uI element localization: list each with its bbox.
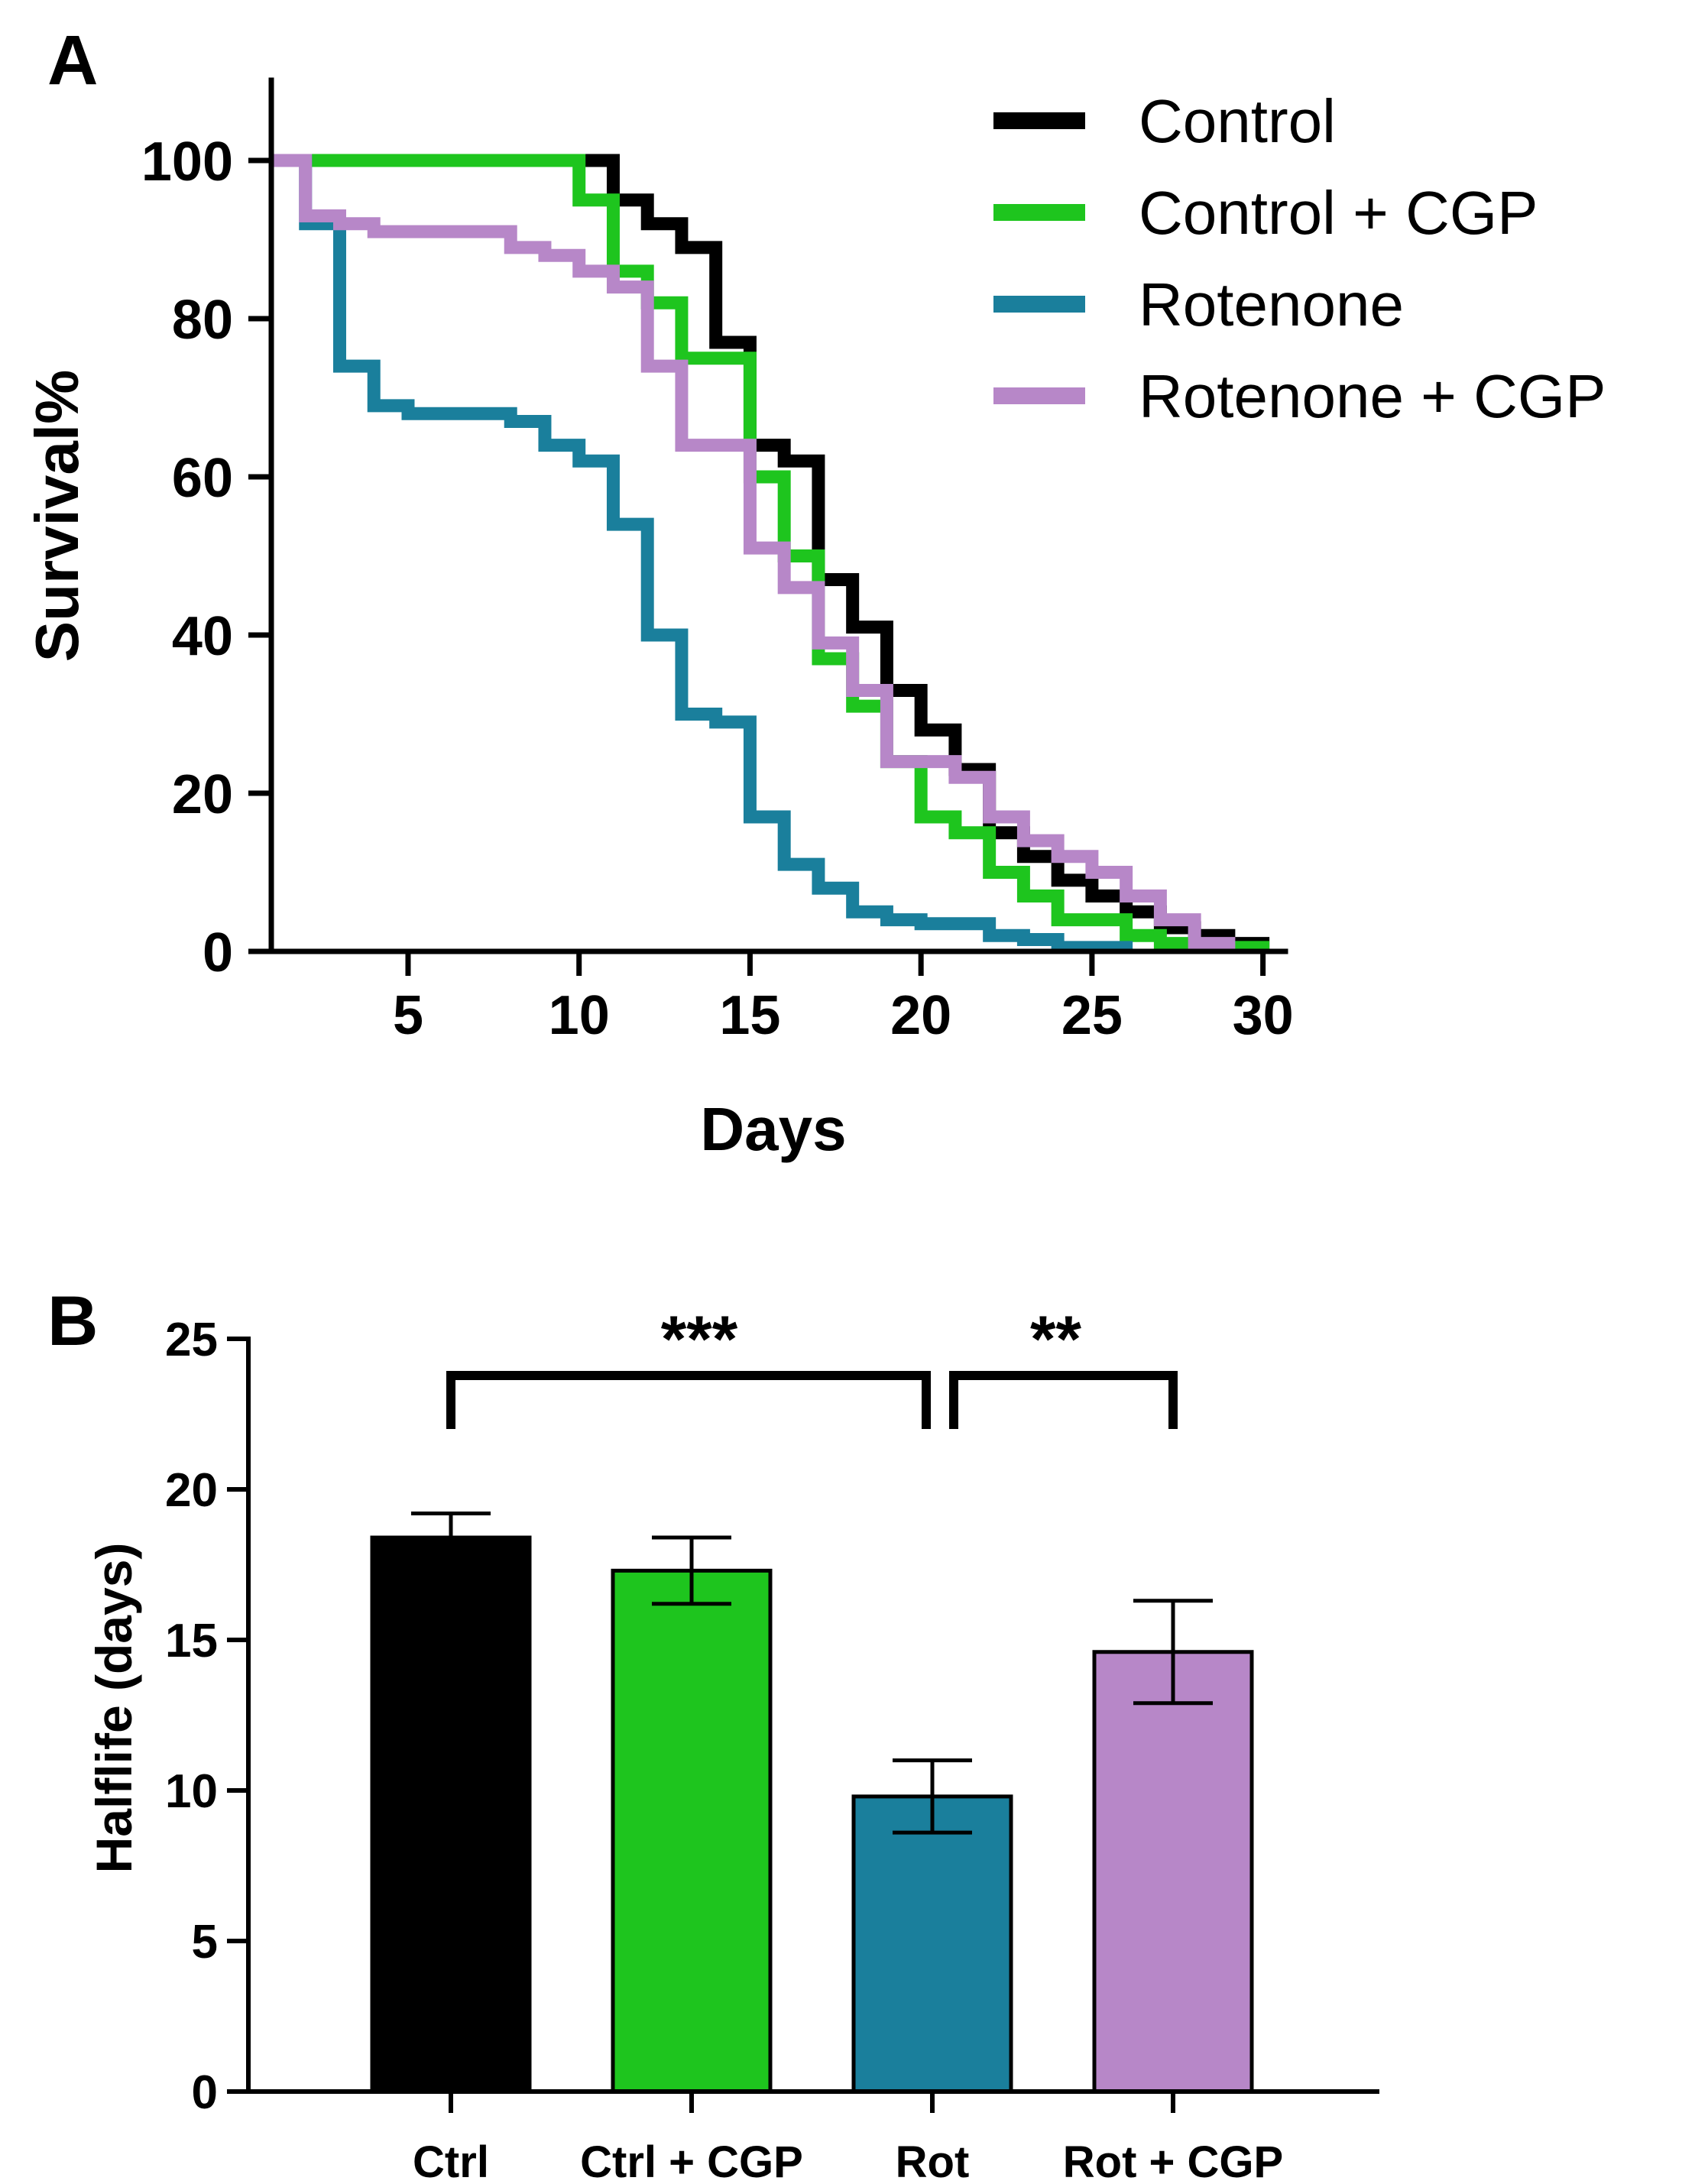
x-tick-label: 15 — [719, 985, 780, 1046]
y-axis-label: Survival% — [23, 370, 91, 662]
x-tick-label: 20 — [890, 985, 951, 1046]
y-tick-label: 60 — [172, 448, 233, 509]
x-tick-label: 10 — [549, 985, 610, 1046]
bar-1 — [370, 1535, 532, 2094]
y-axis-label: Halflife (days) — [86, 1543, 142, 1874]
legend-label: Rotenone + CGP — [1139, 362, 1606, 430]
x-tick-label: Rot — [896, 2137, 970, 2184]
bars-group — [370, 1535, 1254, 2094]
significance-bracket — [446, 1371, 931, 1429]
x-tick-label: 5 — [393, 985, 423, 1046]
legend-label: Control + CGP — [1139, 179, 1538, 247]
significance-label: ** — [1030, 1303, 1081, 1376]
x-ticks: 5 10 15 20 25 30 — [393, 951, 1294, 1046]
bar-4 — [1092, 1650, 1254, 2094]
panel-label-b: B — [47, 1282, 98, 1360]
error-bars-group — [411, 1512, 1213, 1835]
x-tick-label: 30 — [1233, 985, 1294, 1046]
series-line-3 — [271, 154, 1133, 954]
y-tick-label: 25 — [165, 1314, 218, 1366]
y-tick-label: 0 — [203, 922, 233, 983]
panel-label-a: A — [47, 21, 98, 99]
bar-2 — [611, 1568, 773, 2094]
y-tick-label: 10 — [165, 1765, 218, 1818]
y-tick-label: 0 — [192, 2066, 218, 2119]
y-ticks: 0 5 10 15 20 25 — [165, 1314, 248, 2119]
y-tick-label: 40 — [172, 606, 233, 667]
bar-3 — [851, 1794, 1013, 2094]
significance-label: *** — [661, 1303, 738, 1376]
y-tick-label: 100 — [141, 131, 233, 193]
x-ticks: Ctrl Ctrl + CGP Rot Rot + CGP — [413, 2092, 1283, 2184]
legend-label: Rotenone — [1139, 271, 1404, 339]
x-axis-label: Days — [700, 1095, 846, 1163]
y-tick-label: 5 — [192, 1916, 218, 1969]
y-tick-label: 15 — [165, 1615, 218, 1667]
y-tick-label: 20 — [172, 764, 233, 825]
series-line-1 — [271, 154, 1270, 951]
y-tick-label: 80 — [172, 290, 233, 351]
legend-label: Control — [1139, 87, 1336, 155]
series-line-2 — [271, 154, 1270, 954]
y-ticks: 0 20 40 60 80 100 — [141, 131, 271, 983]
x-tick-label: Ctrl + CGP — [580, 2137, 803, 2184]
survival-chart: A 5 10 15 20 25 30 0 20 40 60 80 100 Days Survival… — [23, 21, 1606, 1163]
survival-series-group — [271, 154, 1270, 954]
legend: Control Control + CGP Rotenone Rotenone + C… — [993, 87, 1606, 430]
x-tick-label: Rot + CGP — [1063, 2137, 1283, 2184]
y-tick-label: 20 — [165, 1464, 218, 1517]
x-tick-label: Ctrl — [413, 2137, 489, 2184]
series-line-4 — [271, 154, 1236, 951]
significance-bracket — [949, 1371, 1178, 1429]
significance-brackets: *** ** — [446, 1303, 1178, 1429]
x-tick-label: 25 — [1061, 985, 1123, 1046]
